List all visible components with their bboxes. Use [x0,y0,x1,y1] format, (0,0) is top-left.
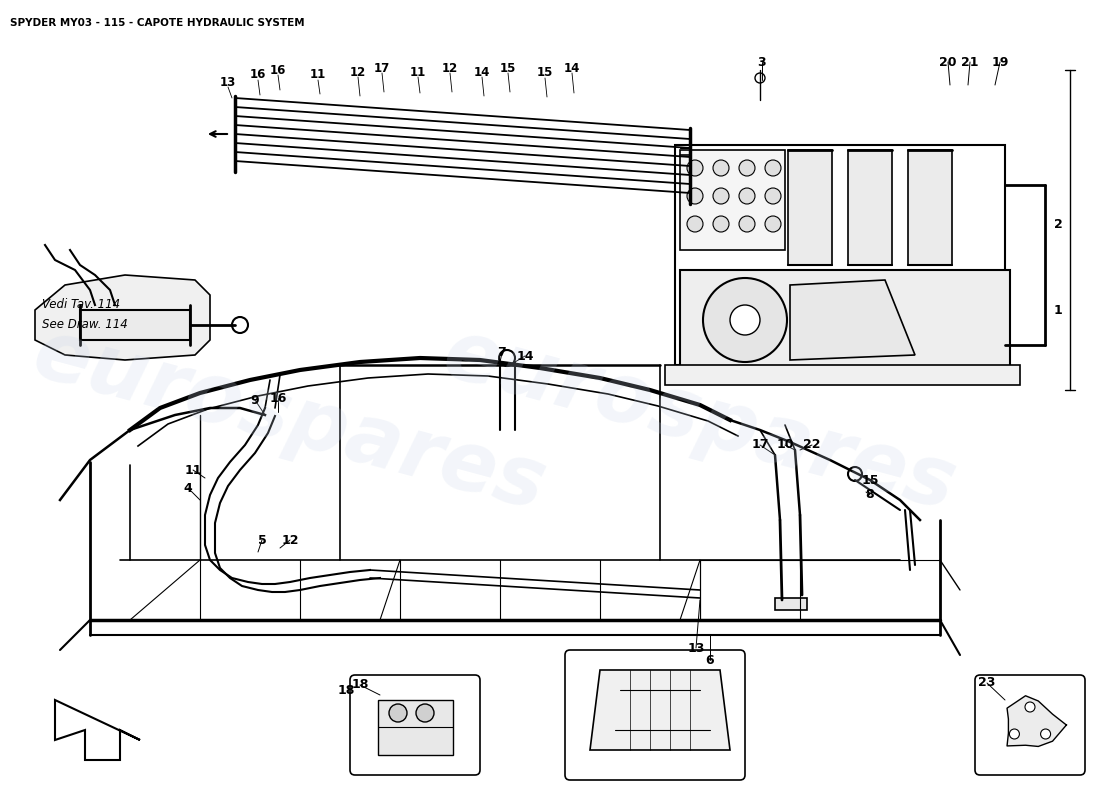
Text: 12: 12 [282,534,299,546]
Circle shape [713,160,729,176]
Circle shape [764,160,781,176]
Text: 16: 16 [270,391,287,405]
Text: 17: 17 [374,62,390,74]
Bar [80,310,190,340]
Circle shape [416,704,434,722]
Polygon shape [55,700,140,760]
FancyBboxPatch shape [350,675,480,775]
Circle shape [688,160,703,176]
Text: 2: 2 [1054,218,1063,231]
Polygon shape [590,670,730,750]
Text: 14: 14 [564,62,580,74]
Text: 16: 16 [270,63,286,77]
Text: 4: 4 [184,482,192,494]
Text: 21: 21 [961,55,979,69]
Text: 15: 15 [499,62,516,74]
Text: 16: 16 [250,69,266,82]
Text: 11: 11 [410,66,426,78]
Text: 12: 12 [442,62,458,74]
Bar [680,150,785,250]
Circle shape [688,216,703,232]
Polygon shape [1006,696,1066,746]
Circle shape [1010,729,1020,739]
Circle shape [389,704,407,722]
Circle shape [764,188,781,204]
Text: SPYDER MY03 - 115 - CAPOTE HYDRAULIC SYSTEM: SPYDER MY03 - 115 - CAPOTE HYDRAULIC SYS… [10,18,305,28]
Circle shape [848,467,862,481]
Circle shape [730,305,760,335]
Text: 9: 9 [251,394,260,406]
Circle shape [1041,729,1050,739]
Text: 15: 15 [537,66,553,79]
Text: 3: 3 [758,55,767,69]
Circle shape [499,350,515,366]
Text: 14: 14 [474,66,491,78]
Text: 14: 14 [516,350,534,362]
Polygon shape [35,275,210,360]
Text: 1: 1 [1054,303,1063,317]
Bar [848,150,892,265]
Text: Vedi Tav. 114: Vedi Tav. 114 [42,298,120,311]
Text: 22: 22 [803,438,821,451]
Text: 19: 19 [991,55,1009,69]
Bar [680,270,1010,370]
Circle shape [755,73,764,83]
Bar [675,145,1005,365]
Circle shape [764,216,781,232]
Text: 11: 11 [185,463,201,477]
Circle shape [688,188,703,204]
Bar [776,598,807,610]
Text: 17: 17 [751,438,769,451]
Bar [908,150,952,265]
Text: eurospares: eurospares [25,313,555,527]
Circle shape [713,188,729,204]
Circle shape [1025,702,1035,712]
Circle shape [713,216,729,232]
Text: 7: 7 [497,346,506,359]
FancyBboxPatch shape [975,675,1085,775]
Text: 12: 12 [350,66,366,78]
Circle shape [739,188,755,204]
Text: 8: 8 [866,489,874,502]
Text: 15: 15 [861,474,879,486]
Bar [378,700,453,755]
FancyBboxPatch shape [565,650,745,780]
Text: 20: 20 [939,55,957,69]
Text: 5: 5 [257,534,266,546]
Text: 18: 18 [351,678,369,691]
Circle shape [232,317,248,333]
Text: 6: 6 [706,654,714,666]
Polygon shape [790,280,915,360]
Text: See Draw. 114: See Draw. 114 [42,318,128,331]
Text: 13: 13 [688,642,705,654]
Text: eurospares: eurospares [434,313,965,527]
Bar [666,365,1020,385]
Text: 11: 11 [310,69,326,82]
Circle shape [703,278,786,362]
Text: 23: 23 [978,677,996,690]
Text: 18: 18 [338,683,355,697]
Circle shape [739,160,755,176]
Bar [788,150,832,265]
Text: 10: 10 [777,438,794,451]
Text: 13: 13 [220,75,236,89]
Circle shape [739,216,755,232]
